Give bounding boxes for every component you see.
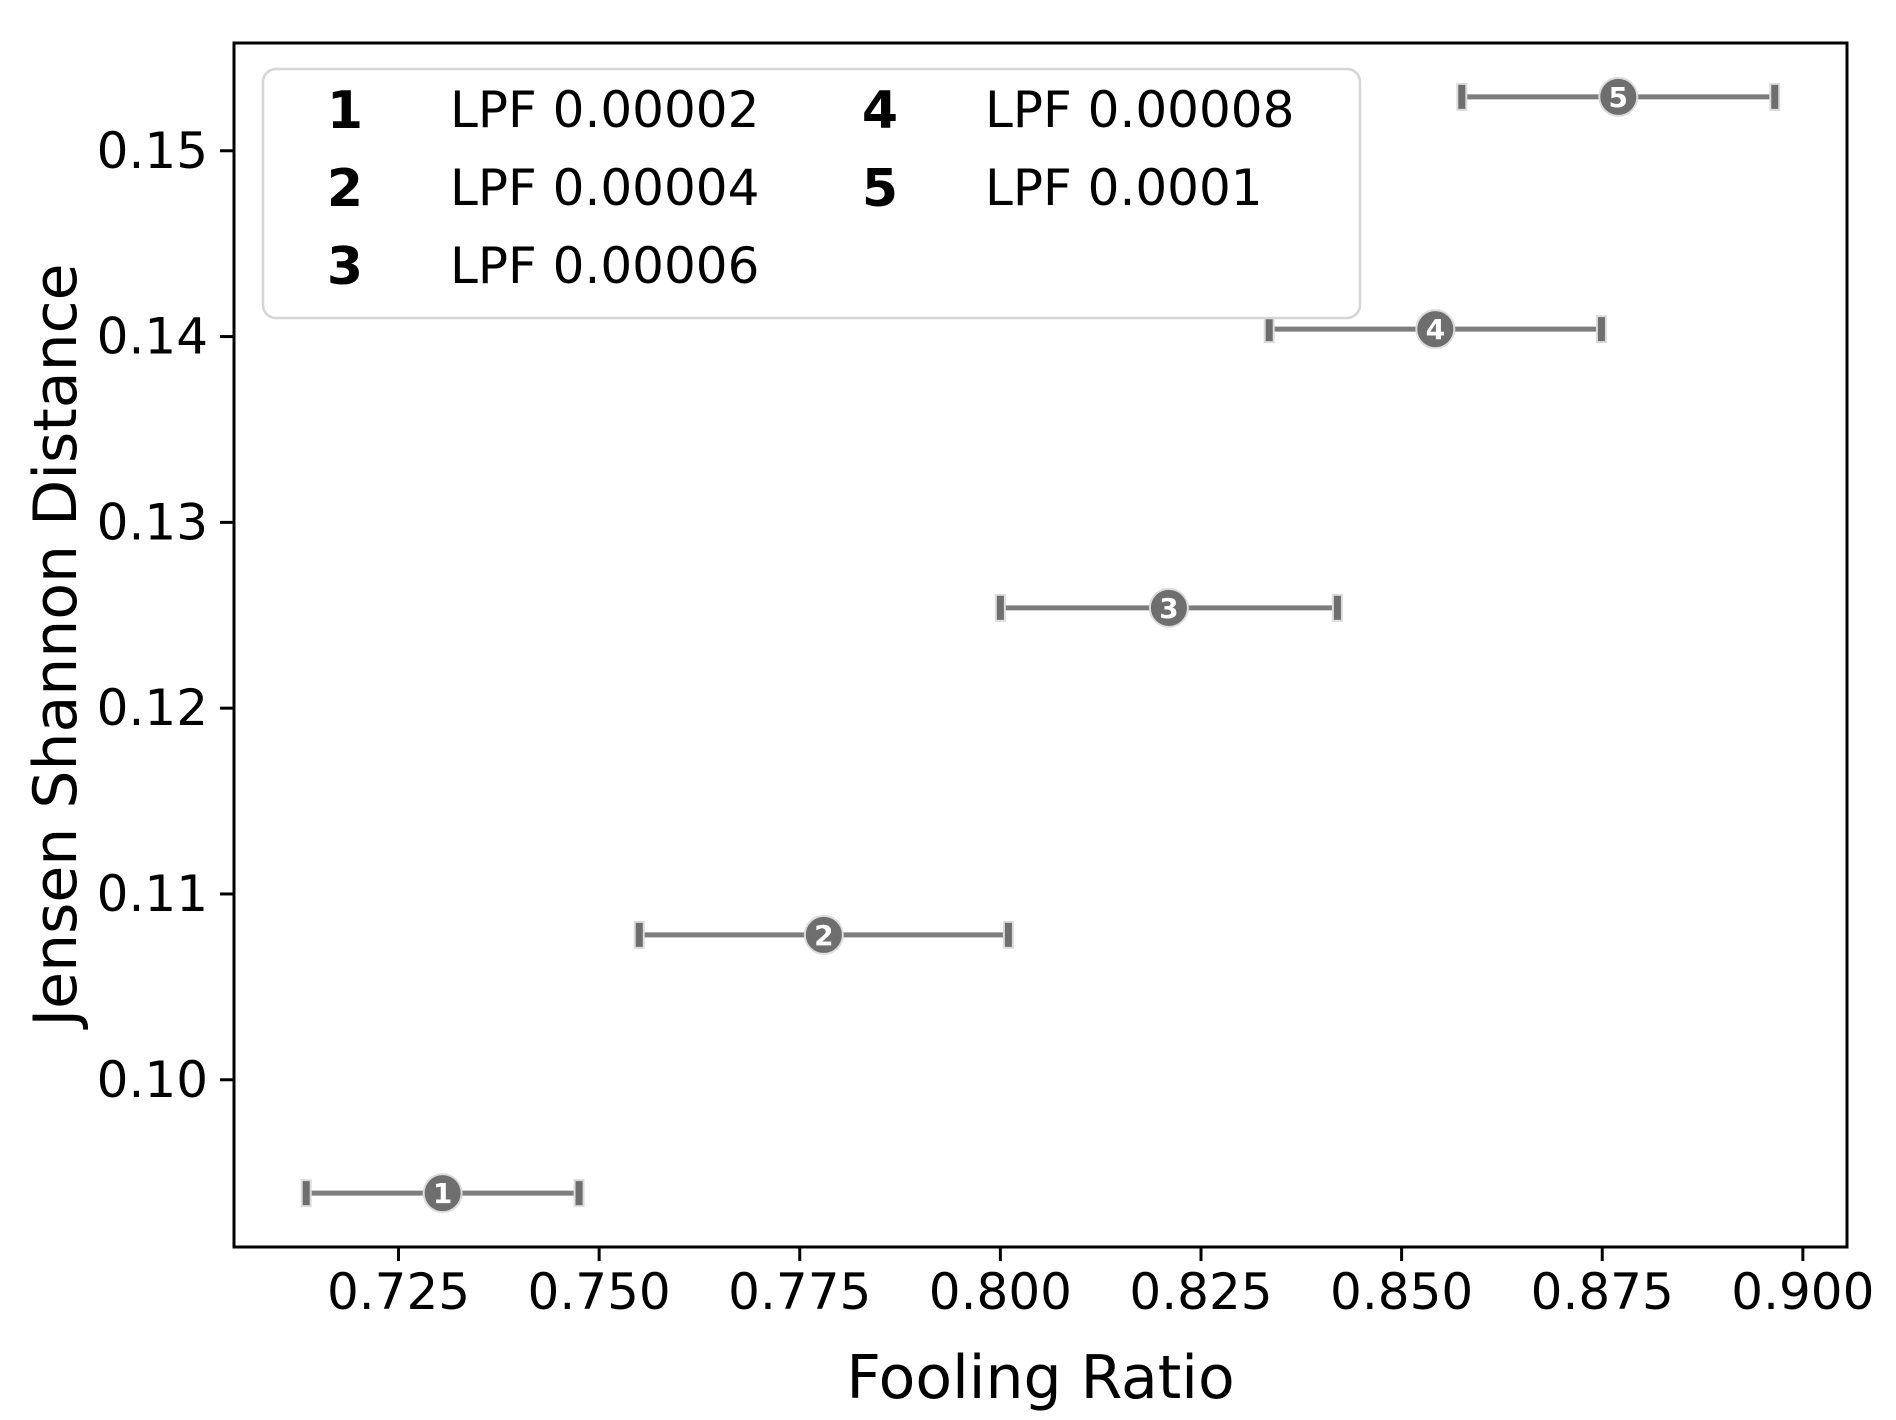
legend-label-5: LPF 0.0001: [985, 159, 1263, 217]
legend-marker-2: 2: [327, 159, 363, 219]
plot-frame: [232, 41, 1849, 1249]
error-cap-3: [1331, 593, 1343, 622]
x-tick-label: 0.875: [1531, 1263, 1674, 1321]
x-tick-label: 0.725: [327, 1263, 470, 1321]
x-tick-label: 0.800: [929, 1263, 1072, 1321]
data-point-4: [1415, 309, 1456, 350]
legend-marker-1: 1: [327, 81, 363, 141]
data-point-5: [1598, 76, 1639, 117]
error-cap-2: [1002, 920, 1014, 949]
y-tick-label: 0.14: [97, 308, 208, 366]
error-cap-2: [633, 920, 645, 949]
x-axis-label: Fooling Ratio: [846, 1343, 1235, 1413]
error-cap-4: [1263, 315, 1275, 344]
legend-label-2: LPF 0.00004: [450, 159, 759, 217]
data-point-1: [422, 1173, 463, 1214]
legend-marker-4: 4: [862, 81, 898, 141]
legend-label-3: LPF 0.00006: [450, 237, 759, 295]
data-point-number-1: 1: [433, 1177, 452, 1210]
data-point-number-5: 5: [1609, 81, 1628, 114]
data-point-number-3: 3: [1159, 592, 1178, 625]
data-point-number-4: 4: [1426, 313, 1445, 346]
legend-label-1: LPF 0.00002: [450, 81, 759, 139]
x-tick-label: 0.750: [528, 1263, 671, 1321]
error-cap-5: [1769, 82, 1781, 111]
error-cap-4: [1595, 315, 1607, 344]
error-cap-1: [573, 1179, 585, 1208]
y-tick-label: 0.11: [97, 865, 208, 923]
x-tick-label: 0.900: [1731, 1263, 1874, 1321]
legend-label-4: LPF 0.00008: [985, 81, 1294, 139]
legend-marker-5: 5: [862, 159, 898, 219]
error-cap-5: [1456, 82, 1468, 111]
y-tick-label: 0.12: [97, 679, 208, 737]
x-tick-label: 0.850: [1330, 1263, 1473, 1321]
legend-marker-3: 3: [327, 237, 363, 297]
error-cap-1: [300, 1179, 312, 1208]
data-point-3: [1148, 587, 1189, 628]
y-tick-label: 0.13: [97, 493, 208, 551]
y-tick-label: 0.15: [97, 122, 208, 180]
data-point-2: [803, 914, 844, 955]
legend-box: [261, 67, 1362, 320]
x-tick-label: 0.775: [728, 1263, 871, 1321]
y-tick-label: 0.10: [97, 1051, 208, 1109]
data-point-number-2: 2: [814, 919, 833, 952]
x-tick-label: 0.825: [1129, 1263, 1272, 1321]
error-cap-3: [994, 593, 1006, 622]
y-axis-label: Jensen Shannon Distance: [21, 263, 91, 1027]
